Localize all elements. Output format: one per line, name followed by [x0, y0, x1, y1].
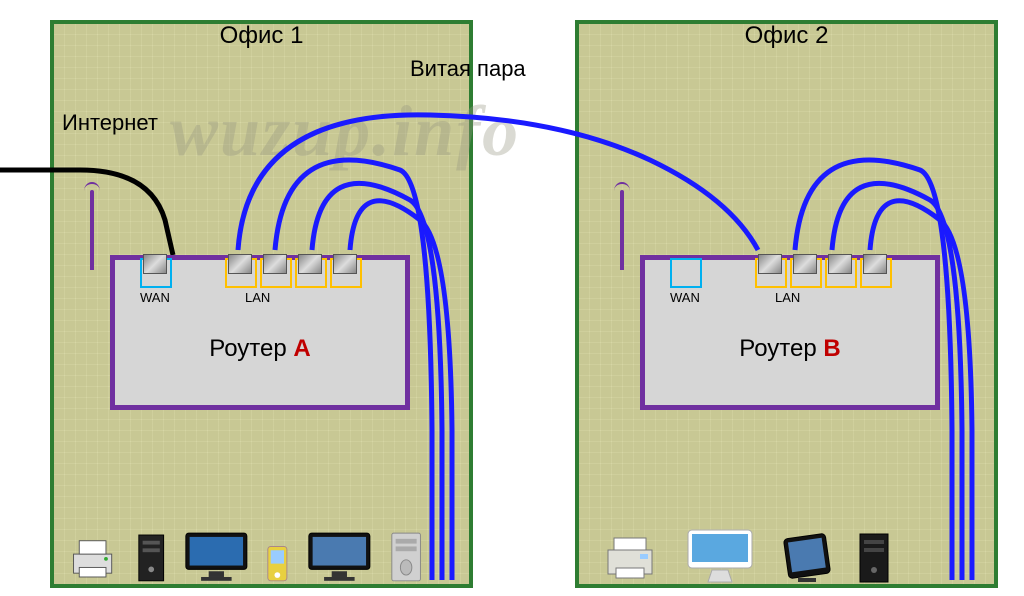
router-a-lan-port-4: [330, 258, 362, 288]
router-a-wan-port: [140, 258, 172, 288]
connector-icon: [143, 254, 167, 274]
office-1-title: Офис 1: [54, 22, 469, 50]
router-b-antenna: [620, 190, 624, 270]
office-2-title: Офис 2: [579, 22, 994, 50]
connector-icon: [828, 254, 852, 274]
connector-icon: [228, 254, 252, 274]
connector-icon: [758, 254, 782, 274]
router-b-wan-port: [670, 258, 702, 288]
router-word: Роутер: [739, 335, 823, 362]
connector-icon: [263, 254, 287, 274]
router-b: WAN LAN Роутер B: [640, 255, 940, 410]
connector-icon: [333, 254, 357, 274]
connector-icon: [793, 254, 817, 274]
twisted-pair-label: Витая пара: [410, 56, 526, 82]
office-2-devices: [600, 526, 940, 586]
router-word: Роутер: [209, 335, 293, 362]
monitor-icon: [182, 526, 251, 586]
router-a-letter: A: [293, 335, 310, 362]
pc-tower-icon: [388, 526, 424, 586]
pc-tower-icon: [856, 526, 892, 586]
wan-label: WAN: [140, 290, 170, 305]
tablet-icon: [780, 526, 834, 586]
monitor-icon: [305, 526, 374, 586]
internet-label: Интернет: [62, 110, 158, 136]
router-b-lan-port-4: [860, 258, 892, 288]
router-a-name: Роутер A: [115, 335, 405, 363]
wan-label: WAN: [670, 290, 700, 305]
router-a-lan-port-3: [295, 258, 327, 288]
router-a-antenna: [90, 190, 94, 270]
lan-label: LAN: [245, 290, 270, 305]
office-1-devices: [64, 526, 424, 586]
router-a-lan-port-1: [225, 258, 257, 288]
connector-icon: [298, 254, 322, 274]
router-b-lan-port-2: [790, 258, 822, 288]
router-b-lan-port-3: [825, 258, 857, 288]
phone-icon: [264, 526, 291, 586]
router-b-lan-port-1: [755, 258, 787, 288]
router-a: WAN LAN Роутер A: [110, 255, 410, 410]
connector-icon: [863, 254, 887, 274]
router-b-letter: B: [823, 335, 840, 362]
imac-icon: [682, 526, 758, 586]
printer-icon: [600, 526, 660, 586]
pc-tower-icon: [135, 526, 167, 586]
printer-icon: [64, 526, 121, 586]
router-a-lan-port-2: [260, 258, 292, 288]
lan-label: LAN: [775, 290, 800, 305]
router-b-name: Роутер B: [645, 335, 935, 363]
